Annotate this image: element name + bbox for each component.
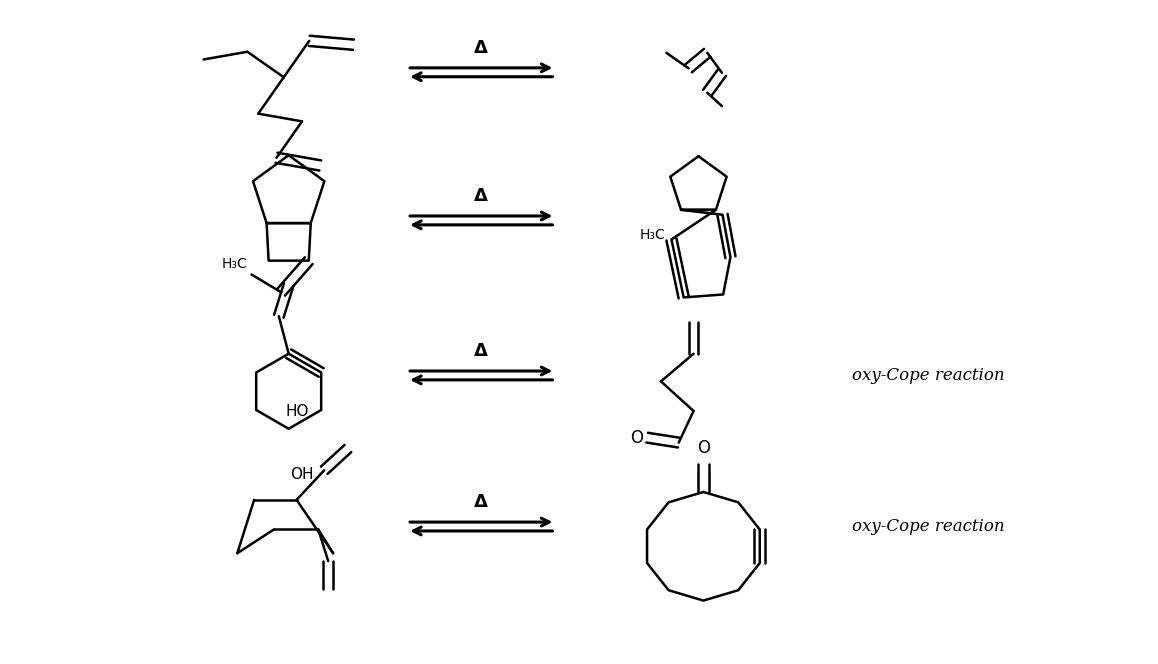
Text: oxy-Cope reaction: oxy-Cope reaction	[851, 518, 1004, 535]
Text: O: O	[630, 429, 643, 447]
Text: H₃C: H₃C	[639, 228, 666, 242]
Text: Δ: Δ	[475, 39, 489, 57]
Text: Δ: Δ	[475, 493, 489, 511]
Text: H₃C: H₃C	[222, 256, 248, 270]
Text: OH: OH	[290, 467, 314, 482]
Text: Δ: Δ	[475, 342, 489, 360]
Text: oxy-Cope reaction: oxy-Cope reaction	[851, 367, 1004, 384]
Text: HO: HO	[286, 404, 309, 420]
Text: O: O	[697, 440, 710, 457]
Text: Δ: Δ	[475, 187, 489, 205]
